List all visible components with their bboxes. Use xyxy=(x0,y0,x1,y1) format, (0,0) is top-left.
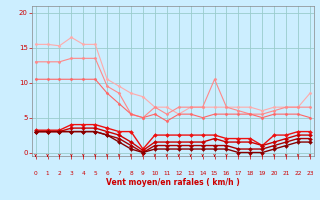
X-axis label: Vent moyen/en rafales ( km/h ): Vent moyen/en rafales ( km/h ) xyxy=(106,178,240,187)
